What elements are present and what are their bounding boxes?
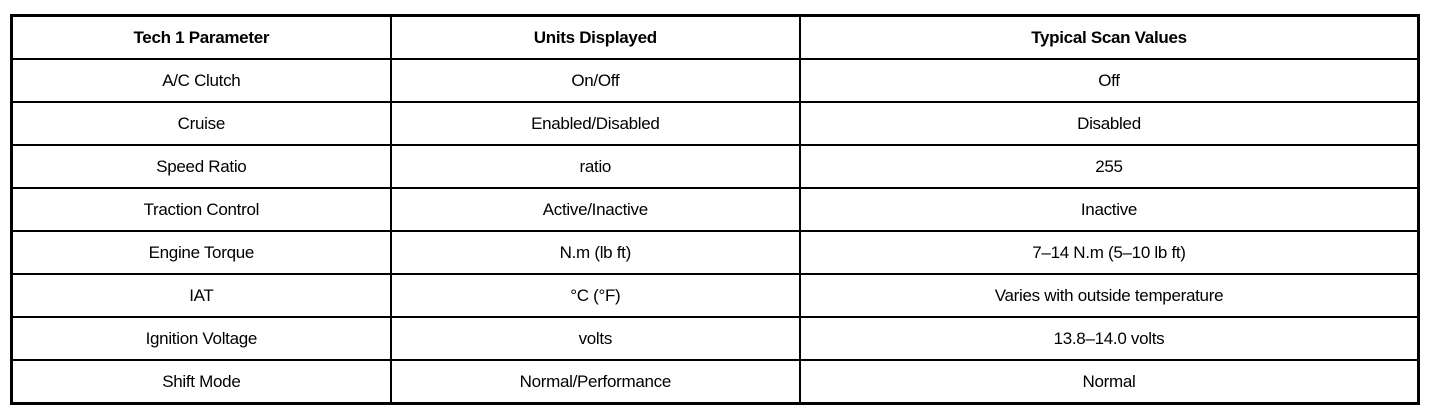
table-row: Cruise Enabled/Disabled Disabled bbox=[10, 101, 1420, 146]
table-row: IAT °C (°F) Varies with outside temperatur… bbox=[10, 273, 1420, 318]
typical-value-cell: Varies with outside temperature bbox=[798, 273, 1420, 318]
parameter-cell: Traction Control bbox=[10, 187, 392, 232]
table-row: Speed Ratio ratio 255 bbox=[10, 144, 1420, 189]
header-parameter: Tech 1 Parameter bbox=[10, 14, 392, 60]
parameter-cell: Engine Torque bbox=[10, 230, 392, 275]
parameter-cell: Ignition Voltage bbox=[10, 316, 392, 361]
table-row: Shift Mode Normal/Performance Normal bbox=[10, 359, 1420, 405]
typical-value-cell: Disabled bbox=[798, 101, 1420, 146]
parameter-cell: Shift Mode bbox=[10, 359, 392, 405]
parameter-cell: A/C Clutch bbox=[10, 58, 392, 103]
typical-value-cell: Normal bbox=[798, 359, 1420, 405]
header-typical-values: Typical Scan Values bbox=[798, 14, 1420, 60]
typical-value-cell: 255 bbox=[798, 144, 1420, 189]
parameter-cell: Speed Ratio bbox=[10, 144, 392, 189]
units-cell: Normal/Performance bbox=[389, 359, 801, 405]
units-cell: Active/Inactive bbox=[389, 187, 801, 232]
parameter-cell: IAT bbox=[10, 273, 392, 318]
scan-values-table: Tech 1 Parameter Units Displayed Typical… bbox=[10, 14, 1420, 405]
parameter-cell: Cruise bbox=[10, 101, 392, 146]
table-row: Ignition Voltage volts 13.8–14.0 volts bbox=[10, 316, 1420, 361]
typical-value-cell: Inactive bbox=[798, 187, 1420, 232]
units-cell: On/Off bbox=[389, 58, 801, 103]
units-cell: volts bbox=[389, 316, 801, 361]
typical-value-cell: 7–14 N.m (5–10 lb ft) bbox=[798, 230, 1420, 275]
table-row: Engine Torque N.m (lb ft) 7–14 N.m (5–10 l… bbox=[10, 230, 1420, 275]
header-units: Units Displayed bbox=[389, 14, 801, 60]
units-cell: Enabled/Disabled bbox=[389, 101, 801, 146]
table-row: A/C Clutch On/Off Off bbox=[10, 58, 1420, 103]
typical-value-cell: Off bbox=[798, 58, 1420, 103]
units-cell: ratio bbox=[389, 144, 801, 189]
units-cell: N.m (lb ft) bbox=[389, 230, 801, 275]
units-cell: °C (°F) bbox=[389, 273, 801, 318]
typical-value-cell: 13.8–14.0 volts bbox=[798, 316, 1420, 361]
header-row: Tech 1 Parameter Units Displayed Typical… bbox=[10, 14, 1420, 60]
table-row: Traction Control Active/Inactive Inactive bbox=[10, 187, 1420, 232]
